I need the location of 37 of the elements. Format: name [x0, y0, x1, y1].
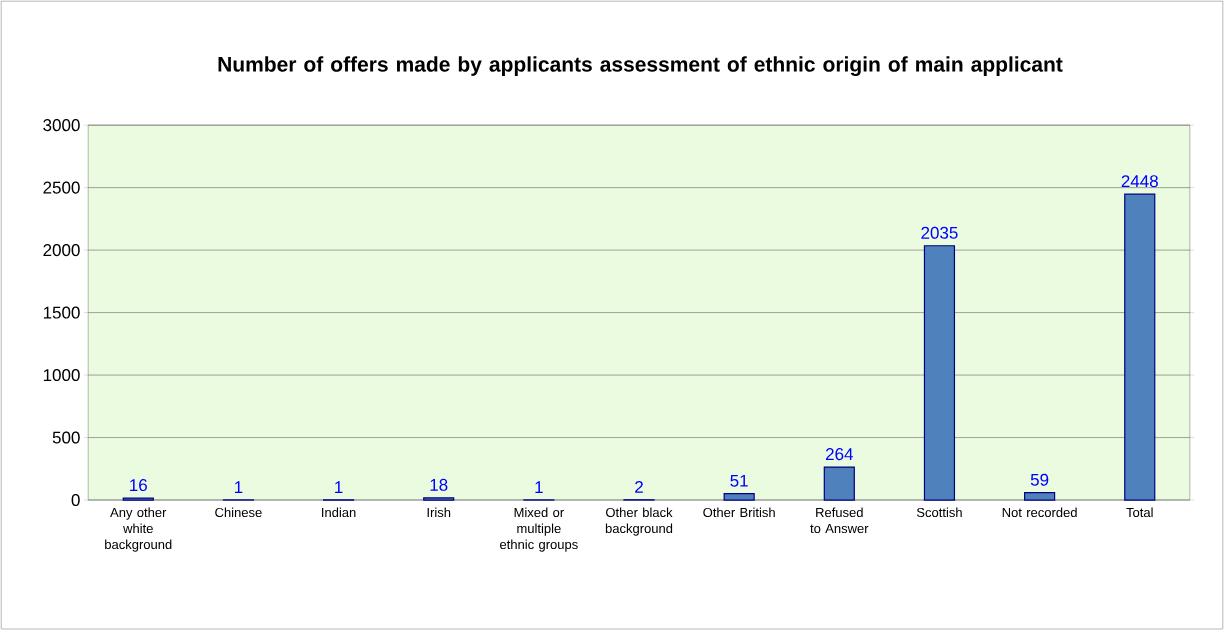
x-tick-label: Not recorded: [1002, 507, 1077, 517]
y-tick-label: 3000: [43, 119, 80, 132]
data-label: 2: [635, 480, 643, 493]
x-tick-label: Irish: [427, 507, 451, 517]
x-tick-label: Chinese: [215, 507, 262, 517]
data-label: 1: [234, 481, 243, 493]
y-tick-label: 500: [52, 431, 80, 444]
x-tick-label: Other British: [703, 507, 775, 517]
bar: [1124, 193, 1156, 501]
bar: [423, 497, 455, 501]
data-label: 1: [535, 481, 543, 493]
data-label: 2448: [1121, 175, 1158, 188]
x-tick-label: Other black background: [605, 507, 673, 536]
data-label: 1: [335, 481, 343, 493]
data-label: 18: [430, 478, 448, 491]
chart-title: Number of offers made by applicants assessment of ethnic origin of main applicant: [218, 56, 1063, 76]
data-label: 51: [730, 474, 748, 487]
y-tick-label: 2500: [43, 181, 80, 194]
bar: [1024, 491, 1056, 501]
data-label: 59: [1030, 473, 1049, 486]
data-label: 16: [130, 478, 147, 492]
data-label: 264: [825, 447, 853, 461]
bar: [122, 497, 154, 501]
y-tick-label: 0: [71, 493, 80, 506]
data-label: 2035: [921, 226, 958, 239]
x-tick-label: Any other white background: [105, 507, 172, 552]
x-tick-label: Refused to Answer: [810, 507, 869, 533]
y-tick-label: 2000: [43, 243, 80, 257]
y-tick-label: 1000: [43, 368, 80, 381]
x-tick-label: Indian: [322, 507, 356, 517]
bar: [923, 245, 956, 501]
x-tick-label: Mixed or multiple ethnic groups: [500, 507, 578, 552]
x-tick-label: Scottish: [916, 507, 962, 517]
y-tick-label: 1500: [43, 306, 80, 319]
bar: [723, 492, 755, 501]
x-tick-label: Total: [1126, 507, 1153, 517]
bar: [823, 466, 855, 501]
